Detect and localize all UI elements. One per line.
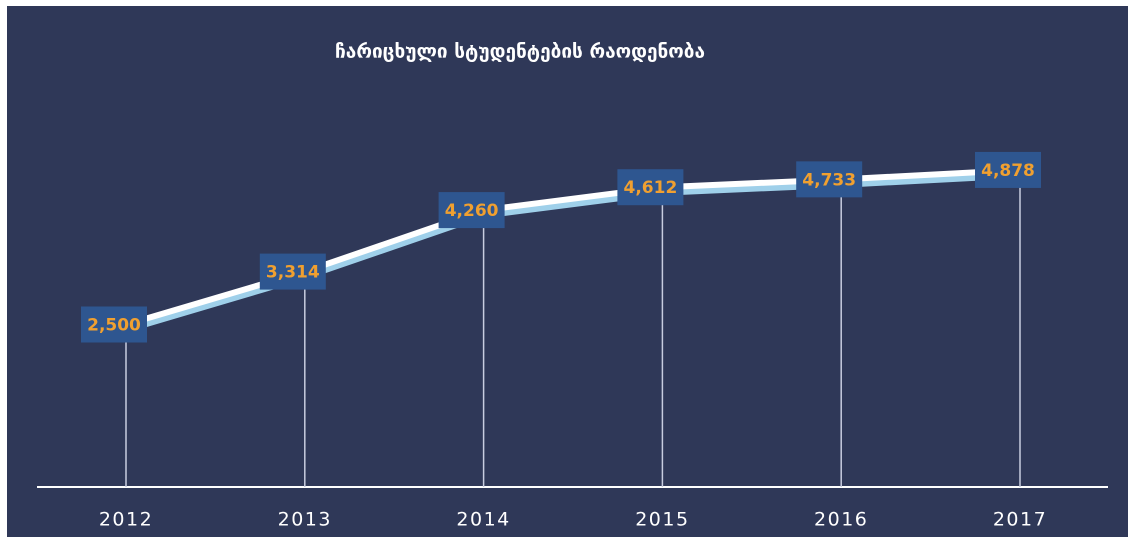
value-label: 4,733 [802, 170, 856, 190]
value-label-box [617, 169, 684, 206]
x-tick-label: 2014 [456, 509, 510, 531]
background [7, 6, 1128, 537]
chart-title: ჩარიცხული სტუდენტების რაოდენობა [335, 41, 705, 63]
x-tick-label: 2015 [635, 509, 689, 531]
plot: 2012 2013 2014 2015 2016 2017 2,500 3,314 4,260 4… [37, 151, 1108, 531]
value-label-box [975, 151, 1041, 188]
value-label: 2,500 [87, 316, 141, 336]
value-label-box [259, 253, 326, 290]
value-label: 4,878 [981, 161, 1035, 181]
x-tick-label: 2017 [993, 509, 1047, 531]
value-label-box [796, 161, 863, 198]
x-tick-label: 2012 [99, 509, 153, 531]
value-label-box [438, 192, 505, 229]
value-label: 4,260 [445, 201, 499, 221]
x-tick-label: 2013 [278, 509, 332, 531]
x-tick-label: 2016 [814, 509, 868, 531]
value-label: 3,314 [266, 263, 320, 283]
value-label: 4,612 [624, 178, 678, 198]
value-label-box [81, 306, 147, 343]
